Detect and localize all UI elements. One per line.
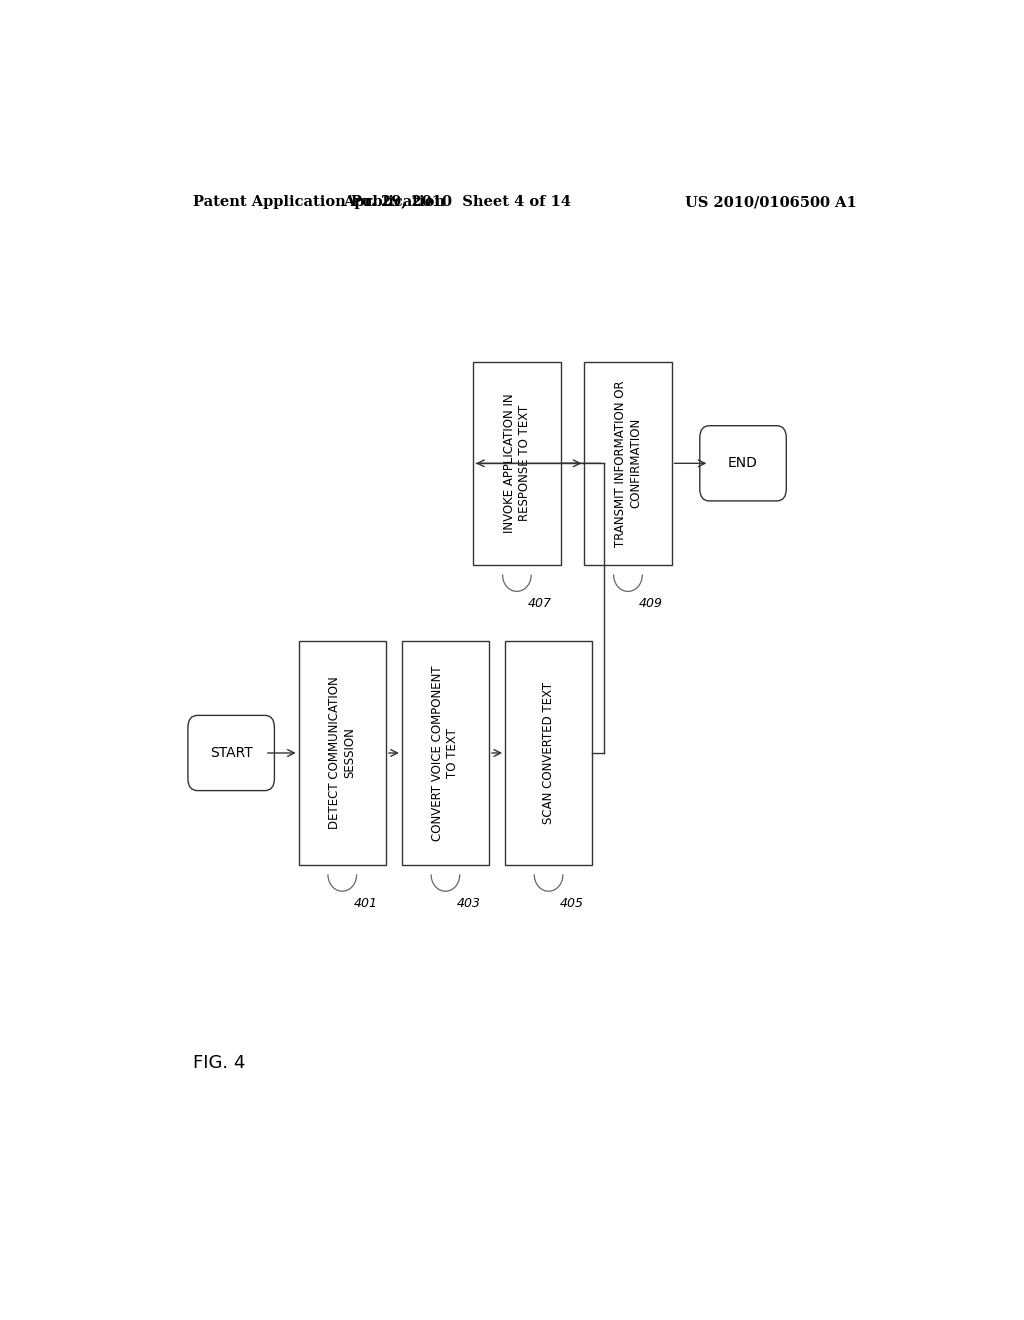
Bar xyxy=(505,642,592,865)
Text: Apr. 29, 2010  Sheet 4 of 14: Apr. 29, 2010 Sheet 4 of 14 xyxy=(343,195,571,209)
Text: 405: 405 xyxy=(560,898,584,911)
Text: 409: 409 xyxy=(639,598,664,610)
Text: DETECT COMMUNICATION
SESSION: DETECT COMMUNICATION SESSION xyxy=(329,677,356,829)
FancyBboxPatch shape xyxy=(188,715,274,791)
Text: 401: 401 xyxy=(353,898,378,911)
Text: 403: 403 xyxy=(457,898,480,911)
Bar xyxy=(473,362,560,565)
Text: US 2010/0106500 A1: US 2010/0106500 A1 xyxy=(685,195,856,209)
Text: END: END xyxy=(728,457,758,470)
Text: 407: 407 xyxy=(528,598,552,610)
Bar xyxy=(299,642,386,865)
Bar xyxy=(585,362,672,565)
Text: Patent Application Publication: Patent Application Publication xyxy=(194,195,445,209)
Text: FIG. 4: FIG. 4 xyxy=(194,1053,246,1072)
Text: CONVERT VOICE COMPONENT
TO TEXT: CONVERT VOICE COMPONENT TO TEXT xyxy=(431,665,460,841)
FancyBboxPatch shape xyxy=(699,426,786,500)
Text: START: START xyxy=(210,746,253,760)
Bar xyxy=(401,642,489,865)
Text: INVOKE APPLICATION IN
RESPONSE TO TEXT: INVOKE APPLICATION IN RESPONSE TO TEXT xyxy=(503,393,530,533)
Text: SCAN CONVERTED TEXT: SCAN CONVERTED TEXT xyxy=(542,682,555,824)
Text: TRANSMIT INFORMATION OR
CONFIRMATION: TRANSMIT INFORMATION OR CONFIRMATION xyxy=(614,380,642,546)
